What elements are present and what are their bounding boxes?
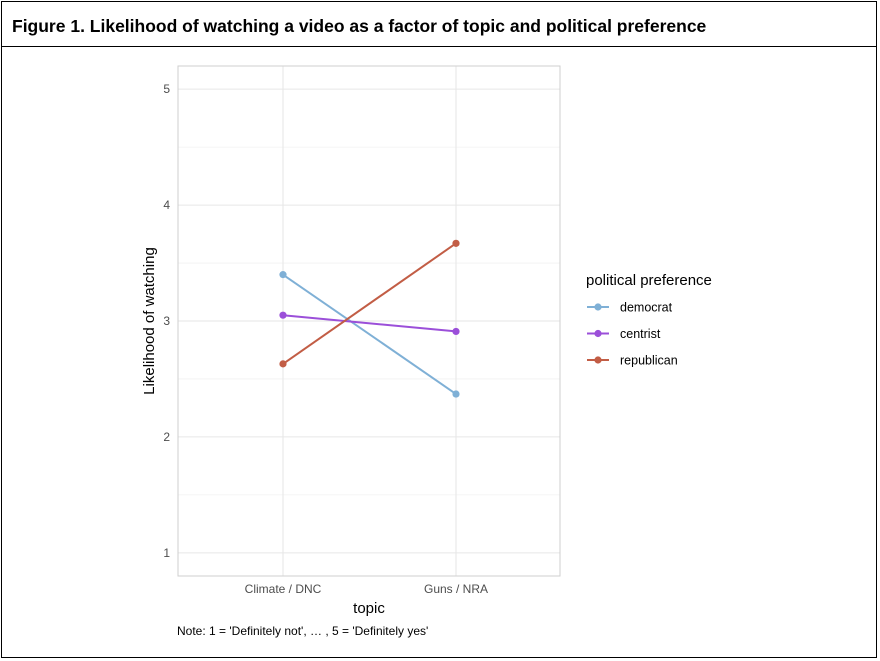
legend-label: republican [620, 354, 678, 368]
series-lines [279, 239, 460, 398]
y-tick-label: 2 [163, 430, 170, 444]
y-tick-label: 4 [163, 198, 170, 212]
y-tick-label: 3 [163, 314, 170, 328]
legend-item-republican: republican [587, 354, 678, 368]
x-axis: Climate / DNC Guns / NRA [245, 582, 488, 596]
legend-label: democrat [620, 301, 673, 315]
figure-title: Figure 1. Likelihood of watching a video… [12, 16, 707, 36]
plot-panel-border [177, 65, 561, 577]
x-tick-label: Guns / NRA [424, 582, 488, 596]
x-tick-label: Climate / DNC [245, 582, 322, 596]
y-axis-title: Likelihood of watching [141, 247, 158, 395]
legend-key-point [594, 329, 602, 338]
title-bar: Figure 1. Likelihood of watching a video… [2, 2, 876, 47]
legend-label: centrist [620, 327, 661, 341]
data-point-centrist [279, 311, 287, 319]
y-tick-label: 5 [163, 82, 170, 96]
series-centrist [279, 311, 460, 336]
series-republican [279, 239, 460, 368]
data-point-democrat [279, 271, 287, 279]
y-axis: 1 2 3 4 5 [163, 82, 170, 560]
data-point-republican [279, 360, 287, 368]
series-democrat [279, 271, 460, 398]
legend-title: political preference [586, 272, 712, 289]
series-line-republican [282, 242, 457, 365]
plot-grid [178, 66, 560, 576]
data-point-republican [452, 239, 460, 247]
series-line-democrat [282, 273, 457, 395]
legend-item-centrist: centrist [587, 327, 661, 341]
figure-note: Note: 1 = 'Definitely not', … , 5 = 'Def… [177, 624, 429, 638]
legend: political preference democrat centrist rep… [586, 272, 712, 368]
data-point-democrat [452, 390, 460, 398]
legend-item-democrat: democrat [587, 301, 673, 315]
legend-key-point [594, 303, 602, 311]
x-axis-title: topic [353, 600, 385, 617]
data-point-centrist [452, 327, 460, 336]
y-tick-label: 1 [163, 546, 170, 560]
legend-key-point [594, 356, 602, 364]
series-line-centrist [282, 314, 457, 333]
